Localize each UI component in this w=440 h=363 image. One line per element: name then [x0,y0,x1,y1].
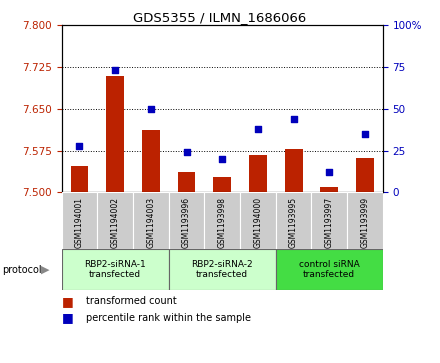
Text: ▶: ▶ [40,265,49,274]
Point [290,116,297,122]
Text: ■: ■ [62,311,73,324]
Bar [97,192,133,249]
Point [219,156,226,162]
Text: GSM1194003: GSM1194003 [147,197,155,248]
Bar [249,155,267,192]
Bar [204,192,240,249]
Point [112,68,119,73]
Text: control siRNA
transfected: control siRNA transfected [299,260,359,279]
Text: RBP2-siRNA-1
transfected: RBP2-siRNA-1 transfected [84,260,146,279]
Bar [142,130,160,192]
Text: ■: ■ [62,295,73,308]
Bar [276,192,312,249]
Point [361,131,368,137]
Bar [285,149,303,192]
Bar [240,192,276,249]
Bar [62,249,169,290]
Bar [70,166,88,192]
Bar [169,249,276,290]
Bar [62,192,97,249]
Text: GSM1194000: GSM1194000 [253,197,262,248]
Point [147,106,154,112]
Bar [347,192,383,249]
Point [183,150,190,155]
Bar [312,192,347,249]
Bar [356,158,374,192]
Bar [178,172,195,192]
Bar [213,178,231,192]
Text: GSM1193995: GSM1193995 [289,197,298,248]
Text: percentile rank within the sample: percentile rank within the sample [86,313,251,323]
Bar [106,76,124,192]
Bar [133,192,169,249]
Text: transformed count: transformed count [86,296,176,306]
Text: GSM1193999: GSM1193999 [360,197,370,248]
Text: GSM1193997: GSM1193997 [325,197,334,248]
Text: GSM1193996: GSM1193996 [182,197,191,248]
Point [76,143,83,148]
Bar [276,249,383,290]
Text: GSM1194002: GSM1194002 [110,197,120,248]
Text: GSM1194001: GSM1194001 [75,197,84,248]
Bar [320,187,338,192]
Text: RBP2-siRNA-2
transfected: RBP2-siRNA-2 transfected [191,260,253,279]
Point [254,126,261,132]
Text: protocol: protocol [2,265,42,274]
Text: GDS5355 / ILMN_1686066: GDS5355 / ILMN_1686066 [133,11,307,24]
Point [326,170,333,175]
Bar [169,192,204,249]
Text: GSM1193998: GSM1193998 [218,197,227,248]
